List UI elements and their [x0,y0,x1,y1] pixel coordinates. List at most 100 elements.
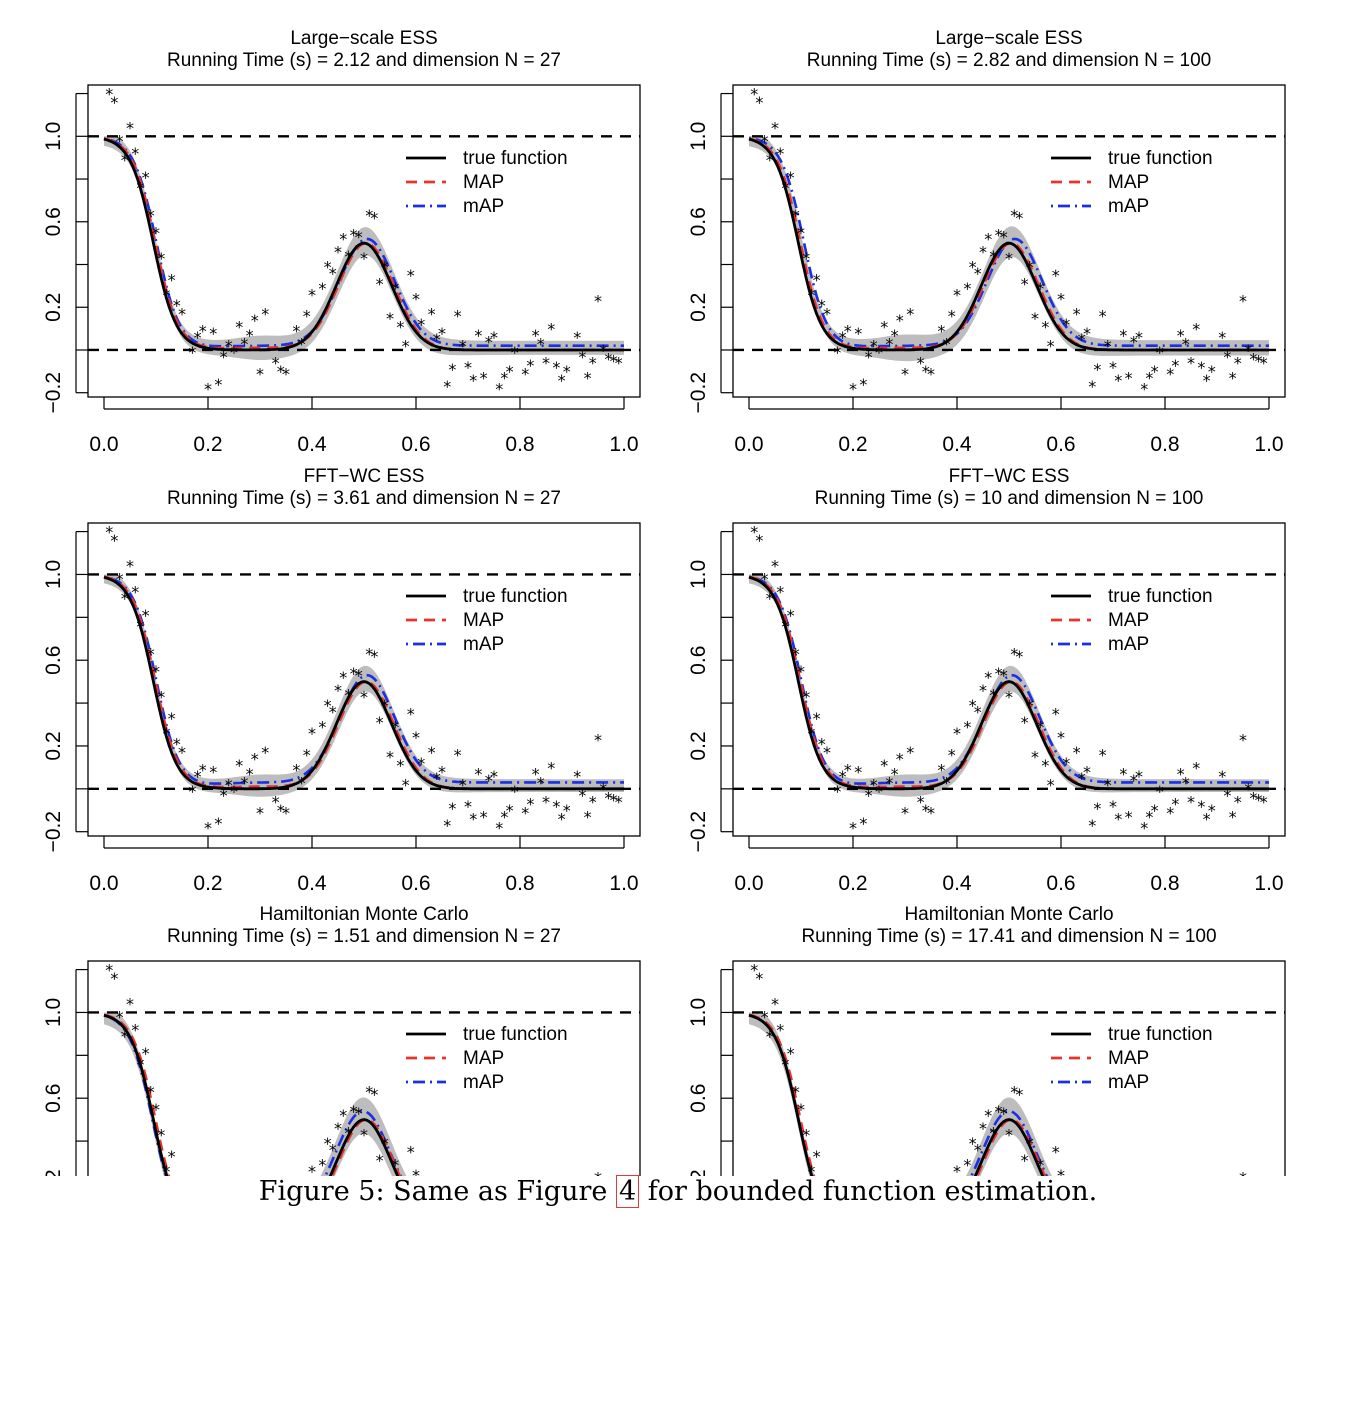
observation-point: * [344,685,352,704]
observation-point: * [454,745,462,764]
observation-point: * [761,1008,769,1027]
observation-point: * [1239,1168,1247,1176]
observation-point: * [1005,249,1013,268]
observation-point: * [1234,354,1242,373]
observation-point: * [188,343,196,362]
observation-point: * [787,1044,795,1063]
observation-point: * [953,285,961,304]
observation-point: * [807,285,815,304]
observation-point: * [974,264,982,283]
observation-point: * [1052,1143,1060,1162]
observation-point: * [885,773,893,792]
legend-label: mAP [1108,196,1149,217]
observation-point: * [1000,666,1008,685]
y-tick-label: 0.2 [42,293,65,322]
observation-point: * [1182,773,1190,792]
observation-point: * [1255,790,1263,809]
observation-point: * [849,818,857,837]
observation-point: * [105,522,113,541]
observation-point: * [116,131,124,150]
y-tick-label: −0.2 [42,811,65,852]
observation-point: * [1192,319,1200,338]
observation-point: * [443,377,451,396]
observation-point: * [173,735,181,754]
observation-point: * [506,801,514,820]
y-tick-label: −0.2 [687,372,710,413]
observation-point: * [272,354,280,373]
observation-point: * [194,328,202,347]
panel-subtitle: Running Time (s) = 1.51 and dimension N … [167,926,561,947]
figure-reference-link[interactable]: 4 [615,1175,640,1208]
observation-point: * [1208,801,1216,820]
observation-point: * [1114,371,1122,390]
observation-point: * [599,341,607,360]
mAP-line [103,575,624,785]
observation-point: * [584,369,592,388]
observation-point: * [292,760,300,779]
observation-point: * [459,775,467,794]
observation-point: * [214,814,222,833]
observation-point: * [1151,801,1159,820]
observation-point: * [1177,326,1185,345]
panel-title: Large−scale ESS [290,28,437,49]
observation-point: * [428,743,436,762]
observation-point: * [360,1126,368,1145]
observation-point: * [402,337,410,356]
observation-point: * [615,793,623,812]
observation-point: * [381,696,389,715]
observation-point: * [162,724,170,743]
observation-point: * [1114,810,1122,829]
x-tick-label: 0.2 [838,872,867,895]
observation-point: * [1187,354,1195,373]
y-tick-label: 1.0 [42,122,65,151]
observation-point: * [1177,765,1185,784]
observation-point: * [594,292,602,311]
observation-point: * [542,793,550,812]
observation-point: * [755,93,763,112]
observation-point: * [1078,769,1086,788]
observation-point: * [781,1055,789,1074]
observation-point: * [136,178,144,197]
x-tick-label: 0.6 [401,433,430,456]
observation-point: * [776,1020,784,1039]
observation-point: * [937,760,945,779]
observation-point: * [839,328,847,347]
observation-point: * [230,343,238,362]
observation-point: * [157,249,165,268]
observation-point: * [339,668,347,687]
observation-point: * [1197,358,1205,377]
legend-label: MAP [1108,172,1149,193]
observation-point: * [443,816,451,835]
x-tick-label: 0.8 [1150,872,1179,895]
observation-point: * [1041,317,1049,336]
observation-point: * [1171,356,1179,375]
y-tick-label: 1.0 [687,560,710,589]
observation-point: * [859,375,867,394]
observation-point: * [792,1083,800,1102]
observation-point: * [168,709,176,728]
observation-point: * [870,775,878,794]
observation-point: * [1010,1083,1018,1102]
observation-point: * [1088,377,1096,396]
observation-point: * [277,362,285,381]
observation-point: * [147,1083,155,1102]
observation-point: * [880,756,888,775]
observation-point: * [204,818,212,837]
observation-point: * [532,765,540,784]
observation-point: * [178,743,186,762]
observation-point: * [1093,799,1101,818]
observation-point: * [558,371,566,390]
x-tick-label: 1.0 [1254,433,1283,456]
observation-point: * [298,334,306,353]
observation-point: * [604,788,612,807]
observation-point: * [433,330,441,349]
observation-point: * [1093,360,1101,379]
observation-point: * [896,311,904,330]
observation-point: * [1099,307,1107,326]
observation-point: * [859,814,867,833]
observation-point: * [235,756,243,775]
observation-point: * [1244,780,1252,799]
observation-point: * [209,324,217,343]
observation-point: * [1010,645,1018,664]
legend-label: true function [463,586,568,607]
